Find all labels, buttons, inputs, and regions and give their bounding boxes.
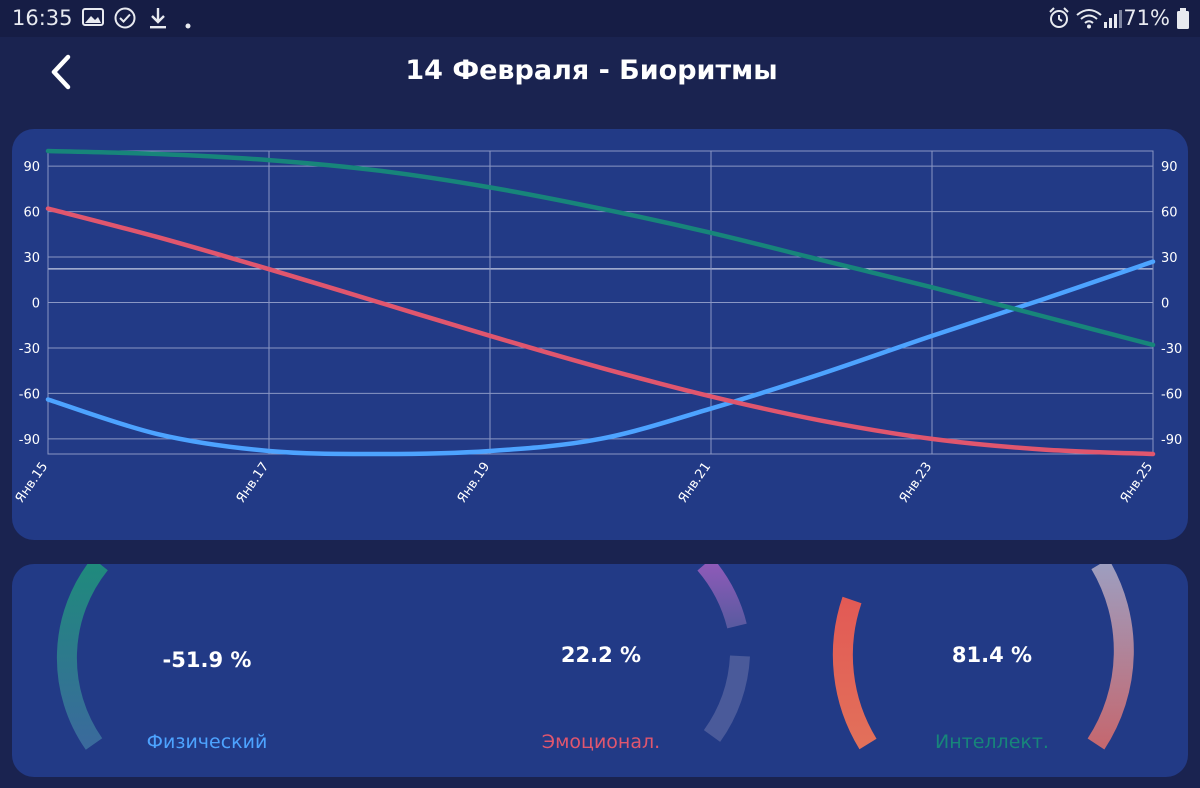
physical-gauge-label: Физический xyxy=(146,731,268,753)
battery-percent: 71% xyxy=(1123,6,1170,30)
intellectual-gauge-arc-right xyxy=(1087,564,1134,750)
y-tick-label-right: 30 xyxy=(1161,251,1178,266)
y-tick-label-left: -90 xyxy=(19,433,40,448)
x-tick-label: Янв.17 xyxy=(234,460,273,506)
y-tick-label-left: 60 xyxy=(23,206,40,221)
intellectual-gauge-label: Интеллект. xyxy=(935,731,1049,753)
x-tick-label: Янв.19 xyxy=(455,460,494,506)
y-tick-label-right: -60 xyxy=(1161,387,1182,402)
emotional-gauge-arc-top xyxy=(697,564,747,629)
emotional-gauge-value: 22.2 % xyxy=(560,643,642,667)
back-button[interactable] xyxy=(40,49,84,97)
physical-gauge-value: -51.9 % xyxy=(162,648,252,672)
y-tick-label-left: 0 xyxy=(32,297,40,312)
app-header: 14 Февраля - Биоритмы xyxy=(0,37,1200,125)
intellectual-gauge-arc-left xyxy=(832,596,877,750)
status-time: 16:35 xyxy=(12,6,73,30)
dot-icon xyxy=(185,14,191,33)
clock-check-icon xyxy=(113,6,137,34)
y-tick-label-left: -60 xyxy=(19,387,40,402)
alarm-icon xyxy=(1047,6,1071,34)
gauges-card: -51.9 % Физический 22.2 % Эмоционал. 81.… xyxy=(12,564,1188,777)
y-tick-label-right: 60 xyxy=(1161,206,1178,221)
physical-series-line xyxy=(45,259,1156,457)
biorhythm-chart-card: 90 90 60 60 30 30 0 0 -30 -30 -60 -60 -90 -90 Янв.15 Ян… xyxy=(12,129,1188,540)
y-tick-label-right: 90 xyxy=(1161,160,1178,175)
y-tick-label-left: 90 xyxy=(23,160,40,175)
emotional-gauge-label: Эмоционал. xyxy=(541,731,661,753)
battery-icon xyxy=(1176,8,1190,34)
y-tick-label-right: -30 xyxy=(1161,342,1182,357)
chevron-left-icon xyxy=(51,54,71,90)
emotional-series-line xyxy=(45,206,1156,457)
download-icon xyxy=(147,6,169,34)
emotional-gauge-arc-bottom xyxy=(703,655,750,742)
signal-icon xyxy=(1103,6,1123,34)
gallery-icon xyxy=(82,6,104,32)
physical-gauge-arc xyxy=(56,564,108,750)
status-bar: 16:35 71% xyxy=(0,0,1200,37)
wifi-icon xyxy=(1075,6,1103,34)
y-tick-label-right: 0 xyxy=(1161,297,1169,312)
y-tick-label-right: -90 xyxy=(1161,433,1182,448)
y-tick-label-left: 30 xyxy=(23,251,40,266)
intellectual-series-line xyxy=(45,148,1156,348)
x-tick-label: Янв.15 xyxy=(13,460,52,506)
x-tick-label: Янв.25 xyxy=(1118,460,1157,506)
x-tick-label: Янв.23 xyxy=(897,460,936,506)
intellectual-gauge-value: 81.4 % xyxy=(951,643,1033,667)
y-tick-label-left: -30 xyxy=(19,342,40,357)
page-title: 14 Февраля - Биоритмы xyxy=(405,55,778,86)
x-tick-label: Янв.21 xyxy=(676,460,715,506)
biorhythm-chart: 90 90 60 60 30 30 0 0 -30 -30 -60 -60 -90 -90 Янв.15 Ян… xyxy=(13,148,1182,506)
gauges-arcs xyxy=(56,564,1134,750)
